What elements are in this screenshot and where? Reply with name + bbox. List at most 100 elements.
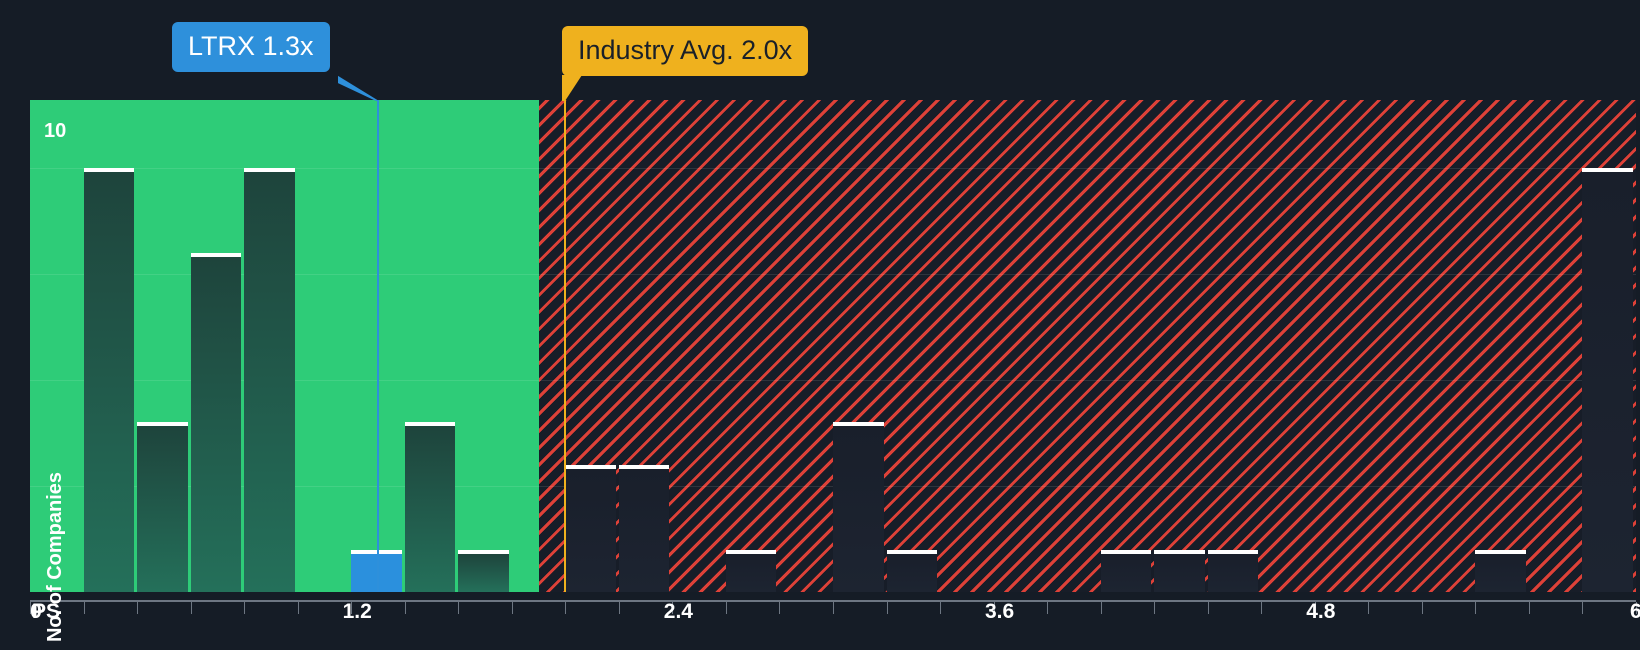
bar-cap	[244, 167, 295, 172]
bar-cap	[404, 422, 456, 427]
gridline	[30, 379, 1636, 381]
x-axis-tick	[351, 602, 353, 614]
bar-body	[1475, 553, 1526, 592]
bar[interactable]	[1582, 167, 1633, 592]
bar-cap	[565, 464, 616, 469]
x-axis-tick	[1582, 602, 1584, 614]
bar-body	[1582, 171, 1633, 592]
x-axis-tick	[725, 602, 727, 614]
marker-callout-label: Industry Avg. 2.0x	[578, 35, 793, 65]
marker-callout-ltrx[interactable]: LTRX 1.3x	[172, 22, 330, 72]
x-axis-label: 2.4	[663, 600, 693, 623]
marker-line-ltrx	[376, 100, 379, 592]
bar-cap	[833, 422, 884, 427]
x-axis-label: 6+	[1630, 600, 1640, 623]
x-axis-tick	[1154, 602, 1156, 614]
bar-cap	[351, 549, 402, 554]
bar-cap	[725, 549, 777, 554]
x-axis-tick	[1314, 602, 1316, 614]
x-axis-tick	[618, 602, 620, 614]
x-axis-tick	[244, 602, 246, 614]
bar[interactable]	[1154, 549, 1205, 592]
x-axis-tick	[886, 602, 888, 614]
x-axis-tick	[565, 602, 567, 614]
bar[interactable]	[244, 167, 295, 592]
x-axis-tick	[672, 602, 674, 614]
x-axis-line	[30, 600, 1636, 602]
bar[interactable]	[725, 549, 777, 592]
bar-body	[565, 468, 616, 592]
bar-cap	[1582, 167, 1633, 172]
bar[interactable]	[618, 464, 670, 592]
marker-callout-industry[interactable]: Industry Avg. 2.0x	[562, 26, 809, 76]
bar[interactable]	[1100, 549, 1152, 592]
bar[interactable]	[565, 464, 616, 592]
gridline	[30, 167, 1636, 169]
x-axis-tick	[833, 602, 834, 614]
bar-cap	[1207, 549, 1259, 554]
bar[interactable]	[886, 549, 938, 592]
x-axis-tick	[1207, 602, 1209, 614]
x-axis-tick	[779, 602, 781, 614]
bar-cap	[190, 252, 242, 257]
x-axis-tick	[190, 602, 192, 614]
bar-body	[1100, 553, 1152, 592]
bar[interactable]	[137, 422, 188, 592]
x-axis-tick	[993, 602, 995, 614]
x-axis-tick	[511, 602, 513, 614]
bar-body	[886, 553, 938, 592]
bar[interactable]	[83, 167, 135, 592]
zone-over	[538, 100, 1636, 592]
bar-cap	[1475, 549, 1526, 554]
bar[interactable]	[404, 422, 456, 592]
bar-body	[404, 426, 456, 592]
bar-cap	[458, 549, 509, 554]
x-axis-title: PS	[32, 600, 61, 623]
x-axis-label: 3.6	[984, 600, 1015, 623]
y-axis-title: No. of Companies	[44, 471, 66, 642]
y-axis-tick-label-10: 10	[44, 120, 67, 142]
x-axis-label: 4.8	[1306, 600, 1336, 623]
bar-cap	[618, 464, 670, 469]
x-axis-tick	[458, 602, 460, 614]
gridline	[30, 273, 1636, 275]
bar-body	[137, 426, 188, 592]
bar-cap	[1154, 549, 1205, 554]
x-axis-tick	[297, 602, 299, 614]
bar-body	[618, 468, 670, 592]
bar-cap	[1100, 549, 1152, 554]
bar-body	[83, 171, 135, 592]
bar-body	[833, 426, 884, 592]
x-axis-tick	[404, 602, 406, 614]
x-axis-tick	[1100, 602, 1102, 614]
x-axis-tick	[1421, 602, 1423, 614]
bar[interactable]	[1475, 549, 1526, 592]
bar[interactable]	[833, 422, 884, 592]
bar[interactable]	[351, 549, 402, 592]
marker-callout-tail-ltrx	[311, 71, 383, 101]
bar[interactable]	[1207, 549, 1259, 592]
x-axis-tick	[940, 602, 942, 614]
marker-callout-label: LTRX 1.3x	[188, 31, 314, 61]
bar-body	[458, 553, 509, 592]
bar-cap	[83, 167, 135, 172]
plot-area	[30, 100, 1636, 592]
x-axis-tick	[1636, 602, 1637, 614]
bar-body	[1207, 553, 1259, 592]
x-axis-tick	[83, 602, 85, 614]
marker-callout-tail-industry	[560, 75, 600, 101]
bar-body	[190, 256, 242, 592]
bar[interactable]	[190, 252, 242, 592]
bar-body	[725, 553, 777, 592]
x-axis-label: 1.2	[342, 600, 372, 623]
bar[interactable]	[458, 549, 509, 592]
x-axis-tick	[1261, 602, 1263, 614]
x-axis-tick	[30, 602, 31, 614]
bar-cap	[137, 422, 188, 427]
bar-body	[351, 553, 402, 592]
bar-cap	[886, 549, 938, 554]
bar-body	[244, 171, 295, 592]
bar-body	[1154, 553, 1205, 592]
x-axis-tick	[1528, 602, 1530, 614]
